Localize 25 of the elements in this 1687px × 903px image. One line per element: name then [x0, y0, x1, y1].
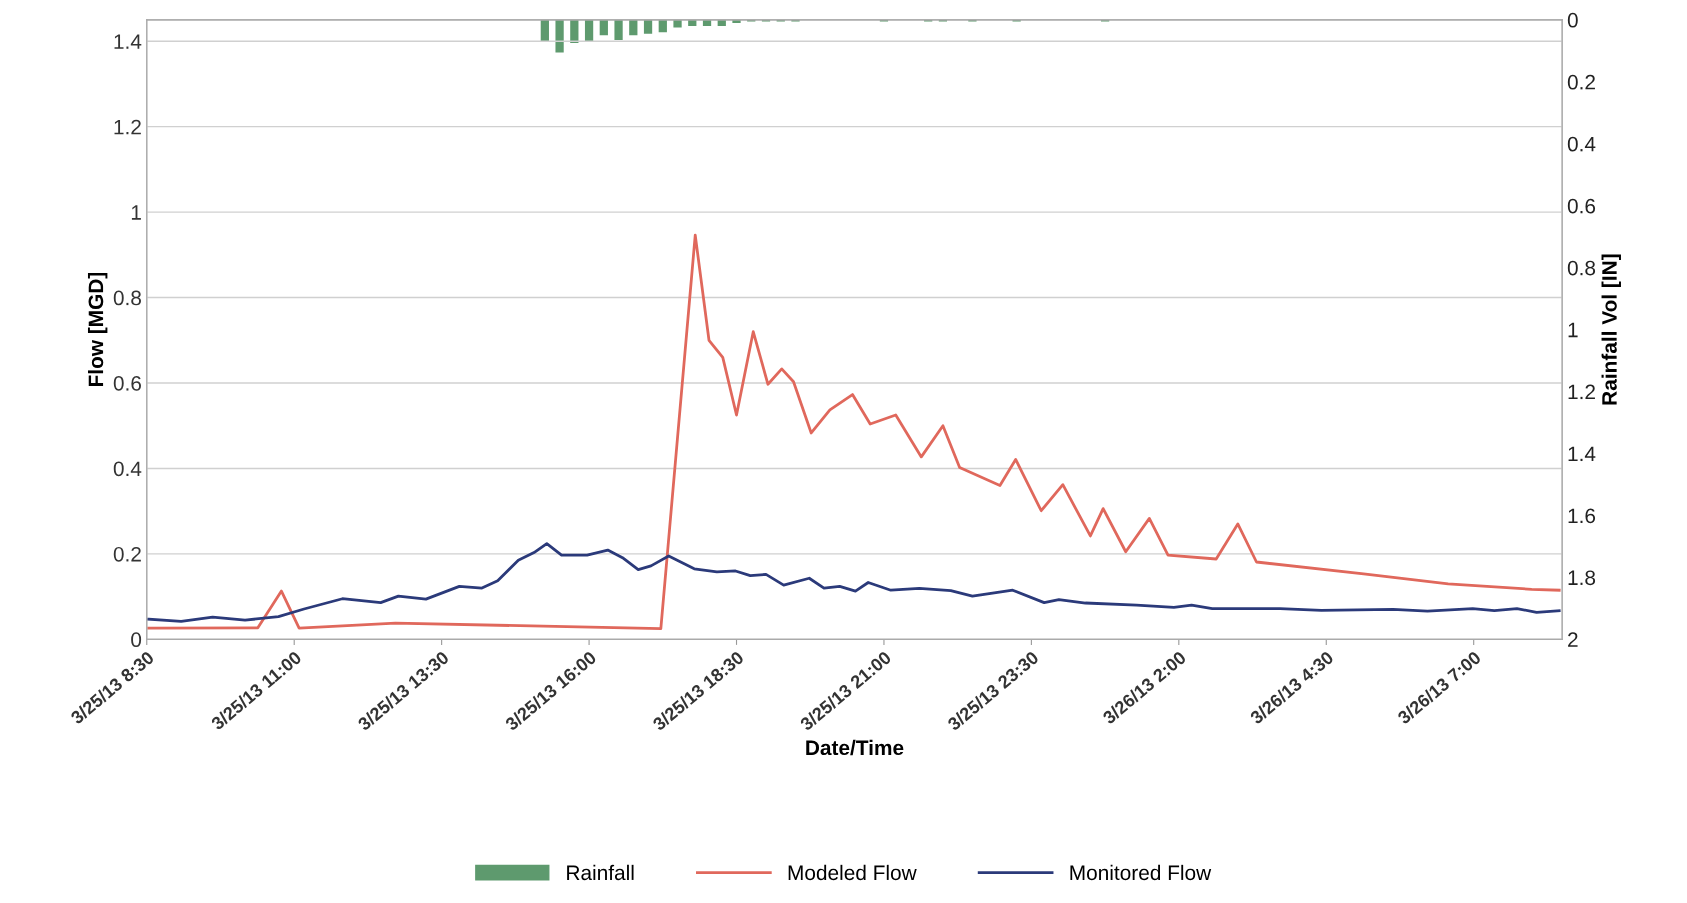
y2-tick-label: 0.6 [1567, 198, 1596, 214]
y-tick-label: 0.2 [113, 546, 141, 562]
y2-tick-label: 0.8 [1567, 260, 1596, 276]
legend-label: Rainfall [567, 864, 634, 881]
x-axis-title: Date/Time [806, 739, 904, 756]
legend-label: Monitored Flow [1070, 864, 1212, 881]
y-tick-label: 1.4 [114, 34, 142, 49]
y2-tick-label: 0.4 [1567, 136, 1596, 152]
y-tick-label: 1.2 [114, 119, 141, 135]
y2-tick-label: 0 [1567, 12, 1578, 28]
legend-label: Modeled Flow [788, 864, 917, 881]
y2-tick-label: 1.4 [1568, 446, 1596, 462]
y-tick-label: 0.8 [113, 290, 141, 306]
y-tick-label: 1 [131, 205, 141, 220]
y2-tick-label: 1.8 [1568, 570, 1596, 586]
y2-tick-label: 0.2 [1567, 74, 1595, 90]
y2-axis-title: Rainfall Vol [IN] [1601, 254, 1621, 405]
y-tick-label: 0.4 [113, 461, 142, 477]
y2-tick-label: 1 [1568, 322, 1578, 338]
y-axis-title: Flow [MGD] [87, 272, 108, 387]
y2-tick-label: 1.2 [1568, 384, 1595, 400]
y2-tick-label: 2 [1568, 632, 1578, 647]
y2-tick-label: 1.6 [1568, 508, 1596, 524]
y-tick-label: 0 [131, 632, 142, 648]
y-tick-label: 0.6 [113, 376, 141, 391]
